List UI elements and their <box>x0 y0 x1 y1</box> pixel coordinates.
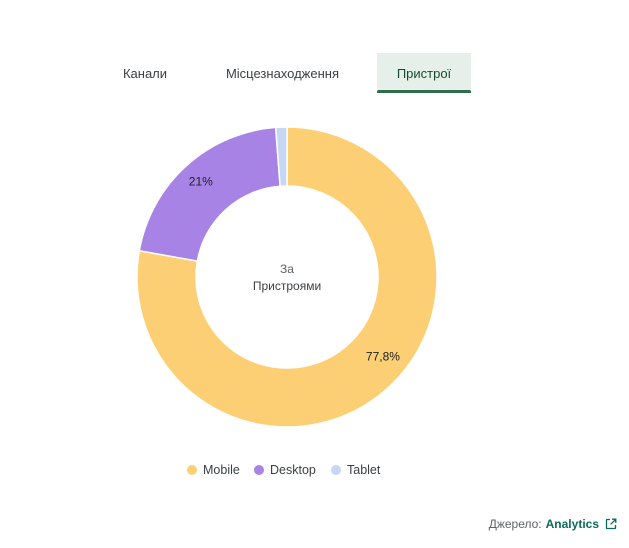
legend-label-mobile: Mobile <box>203 463 240 477</box>
data-label-mobile: 77,8% <box>366 349 400 363</box>
slices-group <box>136 126 438 428</box>
source-attribution: Джерело: Analytics <box>489 517 617 531</box>
legend-label-desktop: Desktop <box>270 463 316 477</box>
tab-devices[interactable]: Пристрої <box>377 53 471 93</box>
tab-channels[interactable]: Канали <box>122 65 168 81</box>
chart-legend: Mobile Desktop Tablet <box>0 460 629 480</box>
center-label-line1: За <box>280 262 294 276</box>
data-labels-group: 77,8% 21% <box>189 175 400 364</box>
source-prefix: Джерело: <box>488 517 542 531</box>
slice-mobile[interactable] <box>136 126 438 428</box>
legend-swatch-desktop <box>254 465 264 475</box>
legend-swatch-tablet <box>331 465 341 475</box>
tab-locations[interactable]: Місцезнаходження <box>225 65 340 81</box>
external-link-icon[interactable] <box>605 518 617 530</box>
source-link[interactable]: Analytics <box>545 517 599 531</box>
data-label-desktop: 21% <box>189 175 213 189</box>
legend-label-tablet: Tablet <box>347 463 381 477</box>
slice-tablet[interactable] <box>274 126 288 188</box>
legend-item-desktop[interactable]: Desktop <box>254 460 316 480</box>
legend-item-mobile[interactable]: Mobile <box>187 460 240 480</box>
tab-bar: Канали Місцезнаходження Пристрої <box>0 53 629 93</box>
legend-item-tablet[interactable]: Tablet <box>331 460 380 480</box>
legend-swatch-mobile <box>187 465 197 475</box>
center-label-line2: Пристроями <box>253 279 321 293</box>
slice-desktop[interactable] <box>138 126 281 262</box>
